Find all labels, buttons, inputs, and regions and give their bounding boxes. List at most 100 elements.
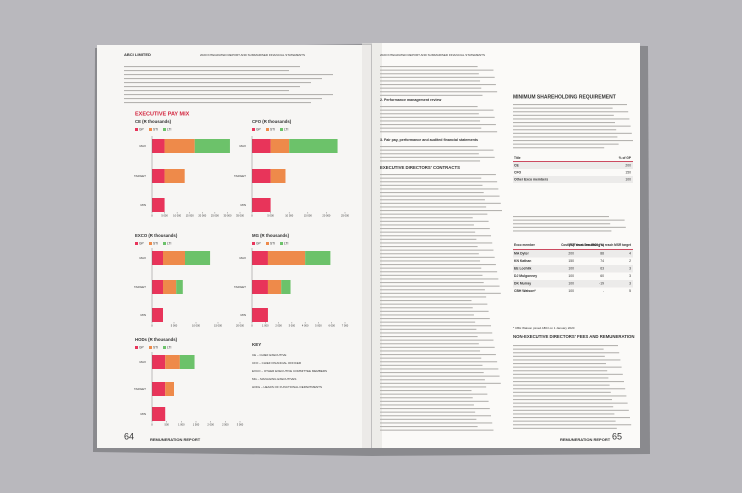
- bar-segment: [252, 308, 268, 322]
- table-cell: 100: [568, 282, 574, 286]
- text-line: [380, 177, 482, 179]
- text-line: [380, 76, 495, 78]
- category-label: MIN: [141, 313, 147, 317]
- table-cell: 5: [629, 289, 631, 293]
- x-tick-label: 25 000: [341, 214, 349, 218]
- key-item: EXCO – OTHER EXECUTIVE COMMITTEE MEMBERS: [252, 369, 327, 373]
- legend-swatch: [163, 242, 166, 245]
- x-tick-label: 6 000: [328, 324, 335, 328]
- x-tick-label: 15 000: [214, 324, 222, 328]
- legend-swatch: [135, 242, 138, 245]
- bar-segment: [270, 139, 290, 153]
- table-cell: 100: [568, 289, 574, 293]
- text-line: [380, 91, 498, 93]
- table-cell: DK Murray: [514, 282, 531, 286]
- bar-segment: [179, 355, 195, 369]
- text-line: [380, 160, 481, 162]
- x-tick-label: 500: [165, 423, 170, 427]
- category-label: MIN: [141, 412, 147, 416]
- text-line: [380, 354, 496, 356]
- bar-segment: [163, 251, 185, 265]
- text-line: [380, 325, 492, 327]
- text-line: [513, 111, 629, 113]
- text-line: [380, 411, 476, 413]
- text-line: [380, 156, 495, 158]
- text-line: [380, 235, 492, 237]
- text-line: [380, 393, 488, 395]
- bar-segment: [267, 251, 306, 265]
- text-line: [380, 361, 498, 363]
- legend-label: GP: [139, 127, 144, 131]
- table-header: MSR as at Dec 2020 (%): [568, 243, 604, 247]
- x-tick-label: 4 000: [302, 324, 309, 328]
- text-line: [513, 402, 628, 404]
- text-line: [124, 66, 300, 68]
- text-line: [380, 292, 501, 294]
- text-line: [380, 199, 485, 201]
- bar-segment: [281, 280, 291, 294]
- table-cell: 63: [600, 267, 604, 271]
- category-label: MIN: [241, 313, 247, 317]
- x-tick-label: 35 000: [236, 214, 244, 218]
- text-line: [124, 98, 322, 100]
- legend-swatch: [266, 128, 269, 131]
- table-cell: 150: [625, 170, 631, 174]
- text-line: [513, 359, 621, 361]
- key-item: HODs – HEADS OF FUNCTIONAL DEPARTMENTS: [252, 385, 322, 389]
- text-line: [380, 174, 496, 176]
- chart-title: HODs (R thousands): [135, 337, 178, 342]
- table-cell: KN Kathan: [514, 259, 531, 263]
- table-cell: 88: [600, 252, 604, 256]
- text-line: [380, 321, 476, 323]
- legend-label: GP: [139, 241, 144, 245]
- table-cell: 100: [625, 177, 631, 181]
- text-line: [380, 87, 482, 89]
- text-line: [380, 343, 479, 345]
- text-line: [380, 184, 483, 186]
- key-item: CE – CHIEF EXECUTIVE: [252, 353, 286, 357]
- footer: REMUNERATION REPORT: [150, 437, 201, 442]
- text-line: [380, 368, 499, 370]
- bar-segment: [252, 280, 268, 294]
- text-line: [380, 210, 502, 212]
- text-line: [513, 413, 615, 415]
- text-line: [124, 102, 311, 104]
- text-line: [380, 206, 487, 208]
- table-cell: DJ Mulgonney: [514, 274, 537, 278]
- x-tick-label: 7 000: [342, 324, 349, 328]
- text-line: [513, 136, 618, 138]
- x-tick-label: 20 000: [236, 324, 244, 328]
- legend-label: GP: [139, 345, 144, 349]
- bar-segment: [176, 280, 183, 294]
- text-line: [380, 339, 494, 341]
- legend-swatch: [149, 128, 152, 131]
- legend-label: STI: [153, 241, 158, 245]
- text-line: [513, 147, 605, 149]
- text-line: [513, 399, 612, 401]
- bar-segment: [152, 308, 163, 322]
- text-line: [380, 153, 479, 155]
- header-center: 2020 INTEGRATED REPORT AND SUMMARISED FI…: [200, 53, 305, 57]
- table-cell: MA Dyter: [514, 252, 529, 256]
- table-cell: 150: [568, 259, 574, 263]
- table-cell: CFO: [514, 170, 522, 174]
- page-number: 65: [612, 431, 622, 441]
- table-header: Years remaining to reach MSR target: [575, 243, 632, 247]
- table-cell: CE: [514, 163, 519, 167]
- text-line: [380, 228, 490, 230]
- bar-segment: [252, 139, 271, 153]
- legend-swatch: [280, 242, 283, 245]
- x-tick-label: 3 000: [237, 423, 244, 427]
- bar-segment: [152, 251, 163, 265]
- legend-swatch: [252, 242, 255, 245]
- text-line: [513, 391, 611, 393]
- text-line: [380, 246, 478, 248]
- text-line: [380, 195, 500, 197]
- legend-label: LTI: [167, 241, 171, 245]
- legend-swatch: [163, 128, 166, 131]
- row-band: [513, 162, 633, 169]
- bar-segment: [165, 355, 180, 369]
- legend-swatch: [163, 346, 166, 349]
- table-cell: 100: [568, 267, 574, 271]
- text-line: [380, 94, 483, 96]
